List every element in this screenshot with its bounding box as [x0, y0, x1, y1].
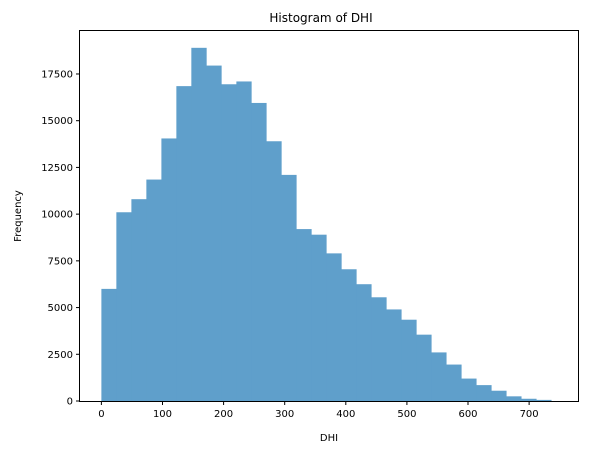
histogram-bar	[536, 399, 552, 401]
histogram-bar	[281, 174, 297, 401]
histogram-bar	[356, 284, 372, 401]
histogram-bar	[341, 269, 357, 401]
histogram-bar	[161, 138, 177, 401]
histogram-bar	[401, 319, 417, 401]
x-axis-label: DHI	[320, 433, 338, 444]
histogram-bar	[311, 234, 327, 401]
bars-group	[101, 47, 552, 402]
y-axis-ticks: 0 2500 5000 7500 10000 12500 15000 17500	[41, 69, 80, 408]
chart-title: Histogram of DHI	[269, 11, 372, 25]
plot-frame	[79, 30, 579, 402]
histogram-bar	[491, 390, 507, 401]
y-axis-label: Frequency	[13, 190, 24, 242]
y-tick-label: 17500	[41, 69, 73, 80]
x-tick-label: 600	[458, 409, 477, 420]
histogram-bar	[431, 352, 447, 401]
x-tick-label: 700	[520, 409, 539, 420]
x-tick-label: 500	[397, 409, 416, 420]
y-tick-label: 15000	[41, 116, 73, 127]
histogram-bar	[131, 199, 147, 401]
histogram-bar	[266, 141, 282, 402]
histogram-bar	[446, 364, 462, 401]
y-tick-label: 2500	[48, 350, 73, 361]
x-tick-label: 0	[98, 409, 104, 420]
y-tick-label: 7500	[48, 256, 73, 267]
histogram-bar	[206, 65, 222, 401]
histogram-bar	[191, 47, 207, 402]
histogram-bar	[371, 297, 387, 401]
histogram-bar	[386, 309, 402, 401]
y-tick-label: 5000	[48, 303, 73, 314]
histogram-bar	[221, 84, 237, 402]
histogram-bar	[326, 253, 342, 401]
histogram-bar	[251, 102, 267, 401]
histogram-bar	[101, 288, 117, 401]
histogram-bar	[296, 229, 312, 401]
x-tick-label: 200	[214, 409, 233, 420]
histogram-bar	[461, 378, 477, 401]
x-tick-label: 100	[153, 409, 172, 420]
y-tick-label: 10000	[41, 210, 73, 221]
histogram-bar	[506, 396, 522, 401]
histogram-bar	[116, 212, 132, 401]
x-tick-label: 400	[336, 409, 355, 420]
x-tick-label: 300	[275, 409, 294, 420]
histogram-bar	[521, 398, 537, 401]
histogram-bar	[416, 334, 432, 401]
y-tick-label: 12500	[41, 163, 73, 174]
x-axis-ticks: 0 100 200 300 400 500 600 700	[98, 401, 539, 420]
histogram-bar	[476, 385, 492, 401]
histogram-bar	[176, 86, 192, 402]
y-tick-label: 0	[67, 397, 73, 408]
histogram-bar	[146, 179, 162, 401]
histogram-bar	[236, 81, 252, 402]
